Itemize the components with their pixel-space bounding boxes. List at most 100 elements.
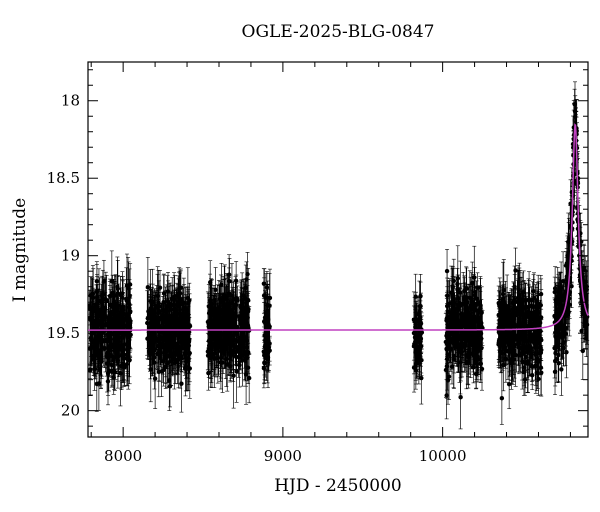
data-point [262,360,267,366]
data-point [89,319,95,324]
data-point [267,295,273,301]
data-point [232,324,238,330]
data-point [472,275,477,280]
data-point [182,335,187,340]
data-point [187,337,192,342]
data-point [217,296,222,302]
data-point [125,318,130,323]
data-point [173,333,178,338]
data-point [177,291,183,296]
data-point [155,304,160,309]
x-axis-label: HJD - 2450000 [274,476,402,496]
data-point [228,320,233,325]
data-point [213,287,218,293]
data-point [212,321,217,327]
data-point [265,308,270,314]
data-point [175,316,181,322]
plot-frame [87,61,589,438]
data-point [99,313,104,318]
data-point [220,345,226,350]
data-point [164,341,169,347]
data-point [109,344,114,349]
data-point [414,352,420,358]
data-point [148,344,154,350]
photometry-points [87,81,590,430]
data-point [237,362,242,368]
data-point [205,349,211,354]
data-point [88,335,94,341]
data-point [90,291,96,296]
data-point [239,331,245,337]
data-point [108,302,113,308]
data-point [105,346,111,351]
data-point [211,309,217,314]
data-point [156,369,161,375]
data-point [178,339,184,344]
data-point [419,343,424,349]
data-point [157,285,163,290]
data-point [102,296,108,302]
data-point [411,317,417,322]
data-point [125,335,130,340]
data-point [213,346,219,352]
data-point [244,307,249,313]
data-point [97,353,102,358]
data-point [227,278,232,284]
data-point [245,352,250,358]
data-point [412,342,417,347]
data-point [470,280,475,286]
data-point [262,293,267,298]
data-point [458,394,463,400]
data-point [107,293,113,299]
data-point [234,369,239,374]
data-point [184,346,190,351]
data-point [223,331,228,336]
data-point [172,320,177,325]
data-point [115,284,120,290]
data-point [207,280,213,285]
data-point [246,375,252,381]
data-point [234,295,239,301]
data-point [170,343,175,348]
data-point [127,357,132,363]
data-point [244,277,249,282]
data-point [243,372,249,377]
data-point [245,271,250,277]
data-point [166,353,172,359]
data-point [109,278,115,284]
data-point [413,333,419,339]
data-point [222,322,227,328]
data-point [226,341,231,346]
chart-title: OGLE-2025-BLG-0847 [241,22,435,42]
data-point [125,285,131,291]
data-point [117,335,122,341]
data-point [239,310,244,315]
data-point [121,355,127,361]
data-point [112,336,117,342]
data-point [152,324,157,329]
data-point [265,317,271,322]
data-point [152,376,158,381]
data-point [455,281,460,287]
data-point [444,268,450,274]
data-point [173,351,178,356]
data-point [207,327,213,332]
data-point [123,323,128,329]
data-point [206,370,211,376]
data-point [179,381,184,386]
data-point [231,373,236,378]
data-point [416,311,421,317]
data-point [94,381,100,387]
data-point [160,312,166,318]
data-point [156,339,161,344]
data-point [168,359,174,364]
data-point [147,312,152,318]
data-point [118,371,123,376]
data-point [261,281,267,286]
data-point [186,301,191,306]
data-point [417,349,422,354]
data-point [108,353,114,358]
data-point [246,325,251,330]
data-point [95,308,100,314]
